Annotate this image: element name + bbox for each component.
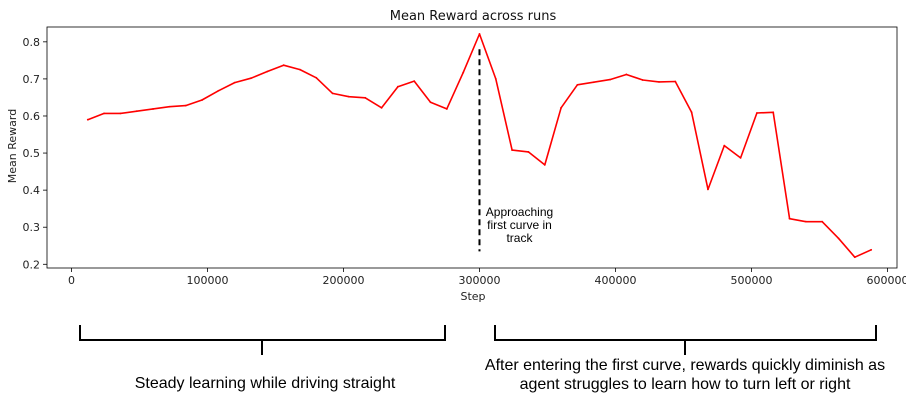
data-point: [462, 71, 465, 74]
data-point: [707, 188, 709, 191]
data-point: [592, 81, 595, 84]
data-point: [609, 78, 611, 81]
data-point: [86, 118, 89, 121]
data-point: [119, 112, 122, 115]
data-point: [625, 73, 628, 76]
chart-title: Mean Reward across runs: [390, 9, 557, 24]
data-point: [560, 106, 562, 109]
data-point: [184, 104, 187, 107]
x-tick-label: 300000: [458, 274, 500, 287]
data-point: [135, 110, 138, 113]
data-point: [233, 81, 236, 84]
y-tick-label: 0.5: [23, 147, 41, 160]
y-tick-label: 0.4: [23, 184, 41, 197]
data-point: [494, 78, 497, 80]
data-point: [511, 149, 514, 151]
data-point: [527, 151, 530, 153]
data-point: [772, 111, 775, 114]
x-tick-label: 400000: [594, 274, 636, 287]
data-point: [250, 77, 252, 80]
data-point: [478, 33, 481, 35]
y-tick-label: 0.7: [23, 73, 41, 86]
data-point: [788, 217, 791, 220]
plot-area: 0 100000 200000 300000 400000 500000 600000 0.2…: [23, 26, 906, 287]
y-tick-label: 0.8: [23, 36, 41, 49]
data-point: [103, 112, 106, 115]
data-point: [576, 83, 579, 86]
x-tick-label: 0: [68, 274, 75, 287]
annotation-text: track: [506, 231, 533, 245]
data-point: [658, 80, 660, 83]
data-point: [413, 80, 416, 83]
data-point: [739, 156, 742, 159]
x-tick-label: 600000: [866, 274, 906, 287]
data-point: [152, 108, 154, 110]
y-tick-label: 0.6: [23, 110, 41, 123]
data-point: [315, 76, 318, 79]
data-point: [201, 99, 203, 101]
data-point: [364, 96, 367, 99]
data-point: [641, 79, 644, 81]
left-bracket-label: Steady learning while driving straight: [134, 375, 396, 392]
data-point: [804, 220, 807, 223]
x-tick-label: 200000: [322, 274, 364, 287]
data-point: [543, 164, 546, 166]
data-point: [217, 89, 220, 92]
x-tick-label: 500000: [730, 274, 772, 287]
y-tick-label: 0.2: [23, 258, 41, 271]
data-point: [723, 144, 726, 147]
data-point: [348, 95, 350, 98]
data-point: [690, 111, 693, 114]
data-point: [853, 256, 856, 259]
data-point: [396, 85, 399, 88]
y-axis-title: Mean Reward: [6, 109, 19, 183]
data-point: [445, 108, 448, 110]
annotation-text: Approaching: [486, 205, 553, 219]
data-point: [331, 92, 334, 95]
x-tick-label: 100000: [186, 274, 228, 287]
right-bracket-label: After entering the first curve, rewards …: [484, 357, 886, 393]
data-point: [756, 112, 758, 114]
left-bracket: [79, 325, 446, 355]
right-bracket: [494, 325, 877, 355]
data-point: [380, 106, 383, 109]
y-tick-label: 0.3: [23, 221, 41, 234]
data-point: [168, 105, 171, 108]
x-axis-title: Step: [460, 290, 485, 303]
data-point: [266, 70, 269, 73]
data-point: [429, 101, 432, 104]
data-point: [837, 237, 840, 240]
plot-frame: [46, 26, 898, 269]
data-point: [821, 220, 824, 223]
data-point: [870, 248, 873, 251]
data-point: [674, 80, 677, 83]
data-point: [282, 64, 285, 67]
annotation-text: first curve in: [487, 218, 552, 232]
data-point: [299, 68, 301, 71]
